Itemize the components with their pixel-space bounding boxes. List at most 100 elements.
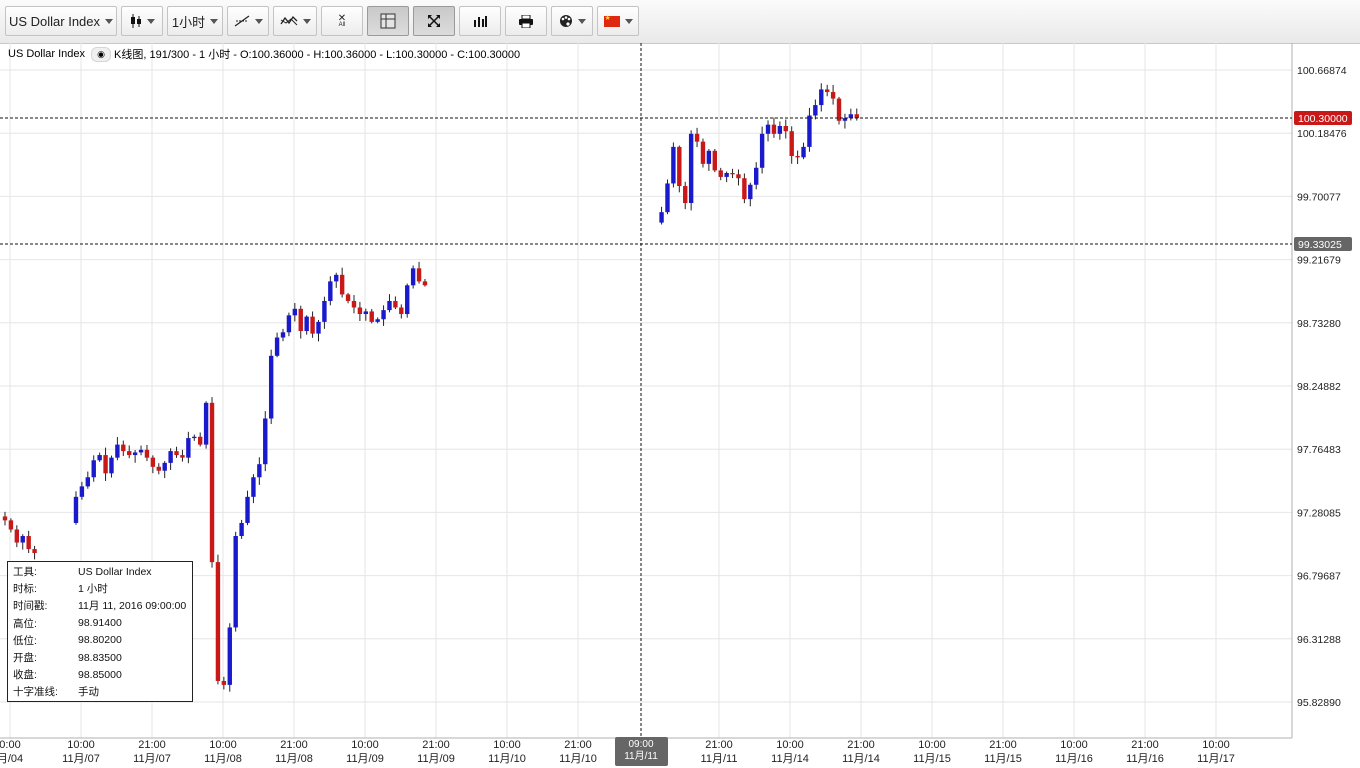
candle-body: [683, 186, 688, 204]
time-tick-label: 21:00: [422, 739, 450, 751]
candle-body: [369, 311, 374, 322]
candle-body: [830, 92, 836, 99]
theme-button[interactable]: [551, 6, 593, 36]
remove-all-icon: ✕: [337, 13, 347, 24]
line-tool-icon: [234, 15, 249, 27]
timeframe-label: 1小时: [171, 14, 206, 30]
candle-body: [85, 477, 91, 487]
info-row: 高位: 98.91400: [13, 615, 187, 632]
info-value: 98.85000: [78, 668, 122, 681]
candle-body: [807, 115, 812, 147]
candle-body: [192, 436, 197, 439]
chevron-down-icon: [105, 18, 114, 24]
candle-body: [754, 167, 759, 185]
candle-body: [186, 438, 191, 458]
candle-body: [718, 170, 723, 177]
price-tick-label: 97.28085: [1297, 507, 1341, 519]
candle-body: [257, 464, 262, 478]
price-tick-label: 100.18476: [1297, 128, 1347, 140]
info-row: 低位: 98.80200: [13, 632, 187, 649]
candle-body: [848, 114, 854, 119]
candle-body: [156, 466, 161, 471]
candle-body: [239, 522, 244, 537]
drawing-tools-button[interactable]: [227, 6, 269, 36]
date-tick-label: 11月/10: [488, 753, 526, 765]
candle-body: [26, 536, 31, 550]
candle-body: [759, 133, 765, 168]
info-value: 98.80200: [78, 634, 122, 647]
candle-body: [115, 444, 120, 458]
crosshair-price-badge-text: 99.33025: [1298, 239, 1342, 251]
candle-body: [730, 172, 735, 175]
candle-body: [20, 536, 25, 543]
info-key: 高位:: [13, 617, 37, 630]
candle-body: [659, 212, 664, 223]
price-tick-label: 98.24882: [1297, 381, 1341, 393]
info-row: 收盘: 98.85000: [13, 666, 187, 683]
time-tick-label: 21:00: [847, 739, 875, 751]
eye-icon[interactable]: ◉: [91, 46, 112, 62]
symbol-dropdown-label: US Dollar Index: [8, 13, 101, 29]
candle-body: [671, 146, 676, 184]
candle-body: [138, 449, 144, 453]
current-price-badge: [1294, 111, 1352, 125]
candle-body: [121, 444, 126, 452]
candle-body: [422, 281, 428, 286]
date-tick-label: 11月/16: [1126, 753, 1164, 765]
candle-body: [310, 316, 315, 334]
candle-body: [783, 125, 788, 132]
candle-body: [233, 536, 238, 628]
fullscreen-button[interactable]: [413, 6, 455, 36]
info-row: 时间戳: 11月 11, 2016 09:00:00: [13, 597, 187, 614]
crosshair-time-badge-time: 09:00: [628, 739, 653, 750]
date-tick-label: 11月/15: [984, 753, 1022, 765]
date-tick-label: 月/04: [0, 753, 23, 765]
grid-icon: [380, 13, 396, 29]
candle-body: [203, 402, 209, 445]
time-tick-label: 0:00: [0, 739, 21, 751]
info-row: 时标: 1 小时: [13, 580, 187, 597]
candle-body: [724, 172, 729, 177]
time-tick-label: 10:00: [1202, 739, 1230, 751]
time-tick-label: 21:00: [280, 739, 308, 751]
candle-body: [665, 183, 670, 213]
time-tick-label: 10:00: [493, 739, 521, 751]
candle-body: [381, 310, 386, 320]
candle-body: [416, 268, 422, 282]
candle-body: [339, 274, 345, 295]
symbol-dropdown[interactable]: US Dollar Index: [5, 6, 117, 36]
grid-toggle-button[interactable]: [367, 6, 409, 36]
date-tick-label: 11月/17: [1197, 753, 1235, 765]
candle-body: [854, 114, 859, 119]
remove-all-button[interactable]: ✕ All: [321, 6, 363, 36]
candle-body: [215, 562, 221, 681]
candle-body: [2, 516, 8, 521]
time-tick-label: 21:00: [138, 739, 166, 751]
time-tick-label: 21:00: [989, 739, 1017, 751]
date-tick-label: 11月/10: [559, 753, 597, 765]
candle-body: [328, 281, 333, 301]
candle-body: [393, 300, 398, 308]
candle-body: [144, 449, 150, 458]
volume-button[interactable]: [459, 6, 501, 36]
language-button[interactable]: [597, 6, 639, 36]
china-flag-icon: [603, 14, 620, 27]
candle-body: [162, 462, 167, 471]
candle-body: [180, 455, 185, 458]
chart-type-button[interactable]: [121, 6, 163, 36]
candle-body: [819, 89, 824, 106]
candle-body: [795, 156, 800, 158]
info-key: 收盘:: [13, 669, 37, 682]
print-button[interactable]: [505, 6, 547, 36]
candle-body: [221, 680, 227, 685]
candle-body: [286, 315, 292, 333]
candle-body: [694, 133, 700, 142]
indicators-button[interactable]: [273, 6, 317, 36]
info-value: US Dollar Index: [78, 565, 152, 578]
timeframe-dropdown[interactable]: 1小时: [167, 6, 223, 36]
candle-body: [399, 307, 404, 315]
chart-legend: US Dollar Index ◉ K线图, 191/300 - 1 小时 - …: [8, 46, 520, 62]
candle-body: [836, 98, 842, 121]
candle-body: [706, 150, 712, 164]
